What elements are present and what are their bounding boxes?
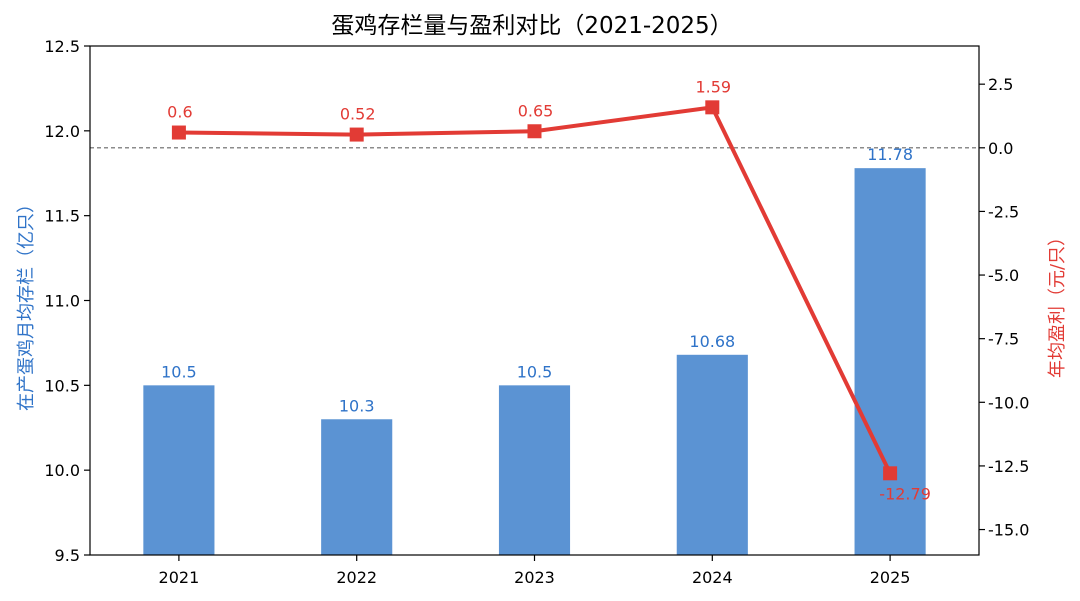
right-axis-label: 年均盈利（元/只） — [1047, 228, 1068, 378]
bar-value-label-2022: 10.3 — [339, 396, 375, 415]
right-tick-label: -15.0 — [988, 521, 1029, 540]
right-tick-label: 0.0 — [988, 139, 1013, 158]
right-tick-label: -2.5 — [988, 202, 1019, 221]
profit-value-label-2023: 0.65 — [518, 101, 554, 120]
x-tick-label: 2022 — [336, 568, 377, 587]
bar-value-label-2021: 10.5 — [161, 362, 197, 381]
profit-value-label-2025: -12.79 — [879, 484, 931, 503]
right-tick-label: -12.5 — [988, 457, 1029, 476]
left-tick-label: 10.5 — [44, 376, 80, 395]
left-tick-label: 12.5 — [44, 37, 80, 56]
bar-value-label-2023: 10.5 — [517, 362, 553, 381]
left-tick-label: 12.0 — [44, 122, 80, 141]
profit-marker-2025 — [883, 466, 898, 481]
left-tick-label: 9.5 — [55, 546, 80, 565]
left-tick-label: 11.0 — [44, 292, 80, 311]
profit-value-label-2024: 1.59 — [695, 77, 731, 96]
right-tick-label: 2.5 — [988, 75, 1013, 94]
bar-2021 — [143, 385, 215, 555]
bar-2022 — [321, 419, 393, 555]
left-tick-label: 11.5 — [44, 207, 80, 226]
profit-marker-2022 — [349, 127, 364, 142]
right-tick-label: -7.5 — [988, 330, 1019, 349]
bar-2024 — [676, 354, 748, 555]
right-tick-label: -5.0 — [988, 266, 1019, 285]
bar-2023 — [498, 385, 571, 555]
profit-marker-2023 — [527, 124, 542, 139]
bar-value-label-2025: 11.78 — [867, 145, 913, 164]
profit-marker-2024 — [705, 100, 720, 115]
bar-value-label-2024: 10.68 — [689, 332, 735, 351]
x-tick-label: 2025 — [870, 568, 911, 587]
x-tick-label: 2024 — [692, 568, 733, 587]
x-tick-label: 2021 — [159, 568, 200, 587]
chart-title: 蛋鸡存栏量与盈利对比（2021-2025） — [331, 13, 732, 39]
right-tick-label: -10.0 — [988, 393, 1029, 412]
left-tick-label: 10.0 — [44, 461, 80, 480]
plot-area: 10.5 10.3 10.5 10.68 11.78 0.6 0.52 0.65 1.59 -12… — [44, 37, 1029, 587]
x-tick-label: 2023 — [514, 568, 555, 587]
left-axis-label: 在产蛋鸡月均存栏（亿只） — [16, 195, 37, 411]
bar-2025 — [854, 168, 926, 555]
profit-value-label-2021: 0.6 — [167, 103, 192, 122]
profit-value-label-2022: 0.52 — [340, 105, 376, 124]
profit-marker-2021 — [171, 125, 186, 140]
